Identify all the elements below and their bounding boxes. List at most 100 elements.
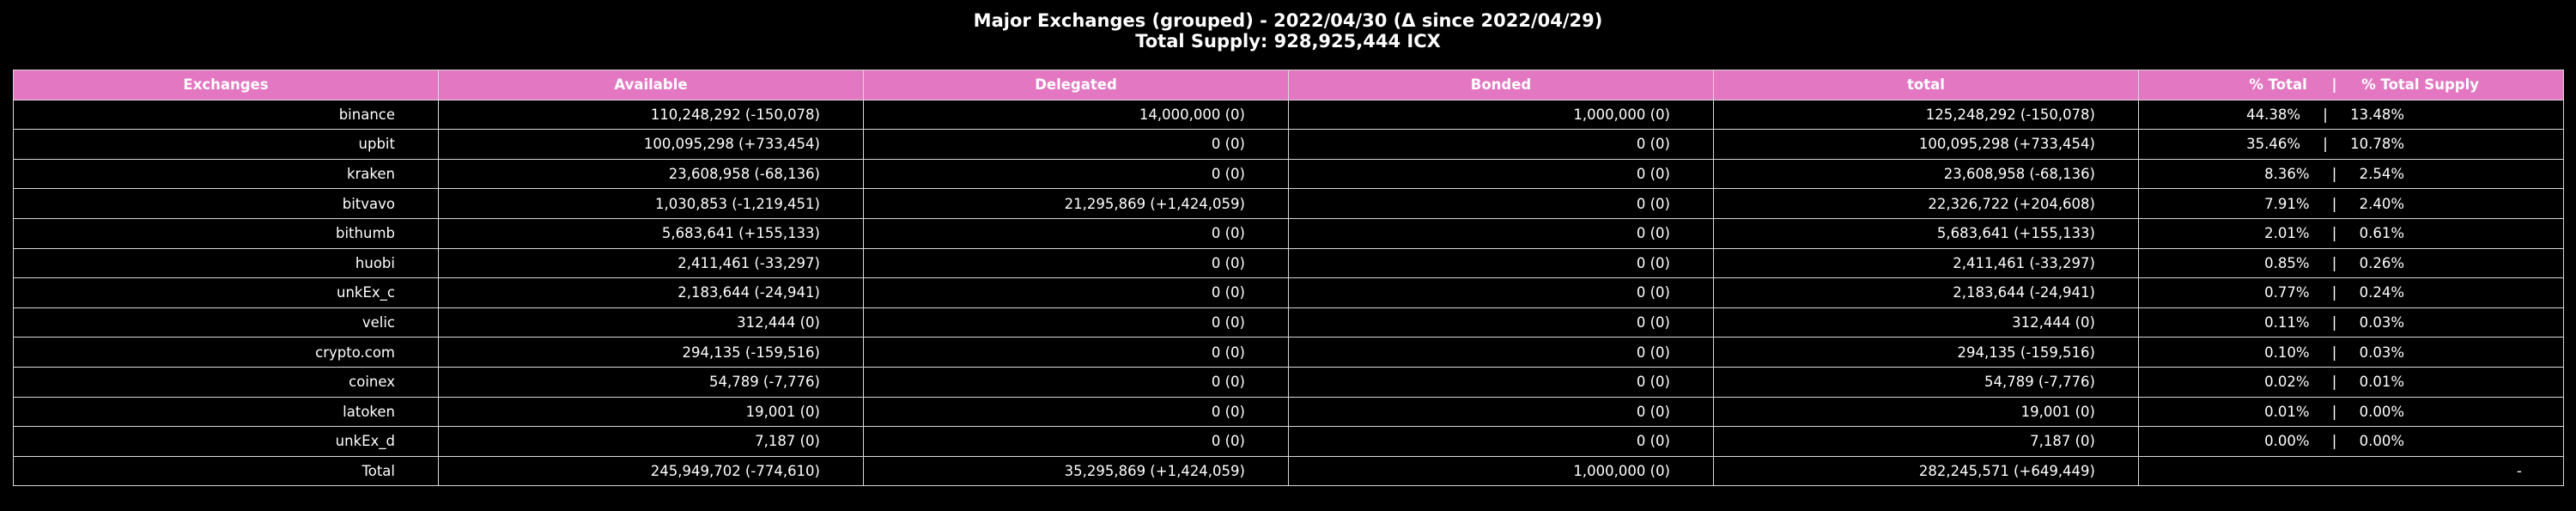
cell-delegated: 0 (0) bbox=[863, 366, 1289, 398]
header-bonded: Bonded bbox=[1288, 70, 1714, 100]
cell-pct: 8.36% | 2.54% bbox=[2138, 158, 2564, 190]
cell-available: 294,135 (-159,516) bbox=[438, 337, 864, 368]
table-row: coinex 54,789 (-7,776) 0 (0) 0 (0) 54,789 (-… bbox=[13, 366, 2564, 398]
cell-delegated: 35,295,869 (+1,424,059) bbox=[863, 455, 1289, 487]
cell-available: 245,949,702 (-774,610) bbox=[438, 455, 864, 487]
cell-pct: 0.10% | 0.03% bbox=[2138, 337, 2564, 368]
cell-bonded: 0 (0) bbox=[1288, 307, 1714, 338]
cell-delegated: 14,000,000 (0) bbox=[863, 99, 1289, 131]
table-row: huobi 2,411,461 (-33,297) 0 (0) 0 (0) 2,411,… bbox=[13, 247, 2564, 279]
cell-name: unkEx_d bbox=[13, 426, 439, 457]
cell-bonded: 1,000,000 (0) bbox=[1288, 455, 1714, 487]
cell-total: 5,683,641 (+155,133) bbox=[1713, 217, 2139, 249]
cell-name: velic bbox=[13, 307, 439, 338]
cell-bonded: 1,000,000 (0) bbox=[1288, 99, 1714, 131]
cell-delegated: 0 (0) bbox=[863, 426, 1289, 457]
cell-total: 22,326,722 (+204,608) bbox=[1713, 188, 2139, 219]
header-row: Exchanges Available Delegated Bonded tot… bbox=[13, 70, 2564, 100]
cell-delegated: 0 (0) bbox=[863, 396, 1289, 428]
cell-pct: 0.01% | 0.00% bbox=[2138, 396, 2564, 428]
header-available: Available bbox=[438, 70, 864, 100]
cell-delegated: 0 (0) bbox=[863, 129, 1289, 160]
cell-delegated: 0 (0) bbox=[863, 247, 1289, 279]
cell-available: 54,789 (-7,776) bbox=[438, 366, 864, 398]
cell-name: crypto.com bbox=[13, 337, 439, 368]
table-row: latoken 19,001 (0) 0 (0) 0 (0) 19,001 (0) 0.0… bbox=[13, 396, 2564, 428]
cell-total: 54,789 (-7,776) bbox=[1713, 366, 2139, 398]
table-row: bithumb 5,683,641 (+155,133) 0 (0) 0 (0) 5,6… bbox=[13, 217, 2564, 249]
cell-available: 23,608,958 (-68,136) bbox=[438, 158, 864, 190]
cell-pct: 0.00% | 0.00% bbox=[2138, 426, 2564, 457]
cell-delegated: 21,295,869 (+1,424,059) bbox=[863, 188, 1289, 219]
title-line-2: Total Supply: 928,925,444 ICX bbox=[1135, 31, 1441, 52]
cell-delegated: 0 (0) bbox=[863, 158, 1289, 190]
header-pct: % Total | % Total Supply bbox=[2138, 70, 2564, 100]
cell-bonded: 0 (0) bbox=[1288, 277, 1714, 308]
header-delegated: Delegated bbox=[863, 70, 1289, 100]
cell-total: 100,095,298 (+733,454) bbox=[1713, 129, 2139, 160]
cell-bonded: 0 (0) bbox=[1288, 426, 1714, 457]
cell-name: coinex bbox=[13, 366, 439, 398]
cell-total: 2,183,644 (-24,941) bbox=[1713, 277, 2139, 308]
cell-total: 23,608,958 (-68,136) bbox=[1713, 158, 2139, 190]
cell-name: unkEx_c bbox=[13, 277, 439, 308]
cell-pct: 2.01% | 0.61% bbox=[2138, 217, 2564, 249]
cell-bonded: 0 (0) bbox=[1288, 129, 1714, 160]
cell-pct: 0.77% | 0.24% bbox=[2138, 277, 2564, 308]
cell-name: bithumb bbox=[13, 217, 439, 249]
table-row: upbit 100,095,298 (+733,454) 0 (0) 0 (0) 100… bbox=[13, 129, 2564, 160]
cell-available: 1,030,853 (-1,219,451) bbox=[438, 188, 864, 219]
cell-bonded: 0 (0) bbox=[1288, 366, 1714, 398]
exchanges-table: Exchanges Available Delegated Bonded tot… bbox=[13, 70, 2564, 487]
cell-delegated: 0 (0) bbox=[863, 337, 1289, 368]
cell-available: 2,183,644 (-24,941) bbox=[438, 277, 864, 308]
cell-pct: 7.91% | 2.40% bbox=[2138, 188, 2564, 219]
header-exchanges: Exchanges bbox=[13, 70, 439, 100]
cell-delegated: 0 (0) bbox=[863, 307, 1289, 338]
cell-name: kraken bbox=[13, 158, 439, 190]
cell-pct: 0.02% | 0.01% bbox=[2138, 366, 2564, 398]
total-row: Total 245,949,702 (-774,610) 35,295,869 (+… bbox=[13, 455, 2564, 487]
cell-name: bitvavo bbox=[13, 188, 439, 219]
cell-bonded: 0 (0) bbox=[1288, 158, 1714, 190]
cell-total: 294,135 (-159,516) bbox=[1713, 337, 2139, 368]
table-row: unkEx_c 2,183,644 (-24,941) 0 (0) 0 (0) 2,18… bbox=[13, 277, 2564, 308]
table-body: binance 110,248,292 (-150,078) 14,000,000 … bbox=[13, 99, 2564, 487]
cell-total: 19,001 (0) bbox=[1713, 396, 2139, 428]
cell-name: binance bbox=[13, 99, 439, 131]
cell-available: 312,444 (0) bbox=[438, 307, 864, 338]
cell-name: latoken bbox=[13, 396, 439, 428]
cell-available: 110,248,292 (-150,078) bbox=[438, 99, 864, 131]
cell-available: 5,683,641 (+155,133) bbox=[438, 217, 864, 249]
cell-available: 100,095,298 (+733,454) bbox=[438, 129, 864, 160]
cell-pct: - bbox=[2138, 455, 2564, 487]
cell-bonded: 0 (0) bbox=[1288, 396, 1714, 428]
title-line-1: Major Exchanges (grouped) - 2022/04/30 (… bbox=[973, 10, 1603, 31]
cell-available: 7,187 (0) bbox=[438, 426, 864, 457]
cell-name: upbit bbox=[13, 129, 439, 160]
cell-pct: 0.85% | 0.26% bbox=[2138, 247, 2564, 279]
cell-pct: 0.11% | 0.03% bbox=[2138, 307, 2564, 338]
table-row: unkEx_d 7,187 (0) 0 (0) 0 (0) 7,187 (0) 0.00%… bbox=[13, 426, 2564, 457]
cell-delegated: 0 (0) bbox=[863, 277, 1289, 308]
cell-available: 19,001 (0) bbox=[438, 396, 864, 428]
cell-total: 125,248,292 (-150,078) bbox=[1713, 99, 2139, 131]
cell-bonded: 0 (0) bbox=[1288, 188, 1714, 219]
cell-total: 312,444 (0) bbox=[1713, 307, 2139, 338]
header-total: total bbox=[1713, 70, 2139, 100]
table-row: binance 110,248,292 (-150,078) 14,000,000 … bbox=[13, 99, 2564, 131]
cell-pct: 44.38% | 13.48% bbox=[2138, 99, 2564, 131]
table-row: bitvavo 1,030,853 (-1,219,451) 21,295,869 … bbox=[13, 188, 2564, 219]
cell-total: 2,411,461 (-33,297) bbox=[1713, 247, 2139, 279]
cell-bonded: 0 (0) bbox=[1288, 247, 1714, 279]
table-row: kraken 23,608,958 (-68,136) 0 (0) 0 (0) 23,6… bbox=[13, 158, 2564, 190]
table-row: velic 312,444 (0) 0 (0) 0 (0) 312,444 (0) 0.1… bbox=[13, 307, 2564, 338]
cell-available: 2,411,461 (-33,297) bbox=[438, 247, 864, 279]
cell-delegated: 0 (0) bbox=[863, 217, 1289, 249]
cell-bonded: 0 (0) bbox=[1288, 337, 1714, 368]
table-title: Major Exchanges (grouped) - 2022/04/30 (… bbox=[0, 10, 2576, 52]
table-row: crypto.com 294,135 (-159,516) 0 (0) 0 (0) 29… bbox=[13, 337, 2564, 368]
cell-bonded: 0 (0) bbox=[1288, 217, 1714, 249]
cell-total: 7,187 (0) bbox=[1713, 426, 2139, 457]
cell-name: huobi bbox=[13, 247, 439, 279]
